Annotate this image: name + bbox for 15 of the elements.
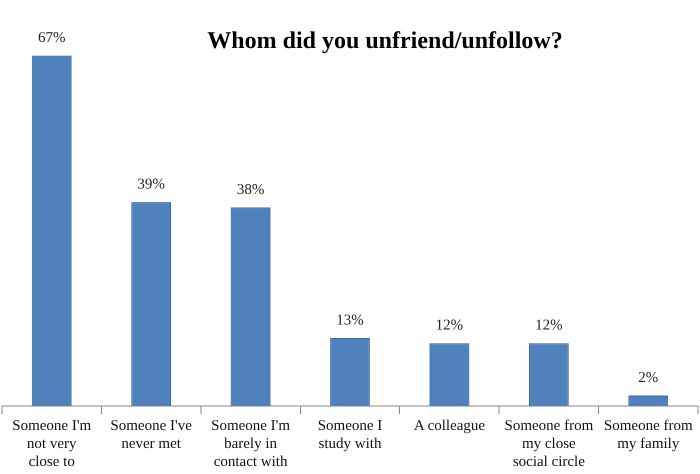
- x-tick-label: Someone I've never met: [110, 418, 192, 452]
- x-tick-label: A colleague: [414, 418, 486, 434]
- x-tick-label: Someone from my family: [604, 418, 693, 452]
- x-tick-label: Someone I study with: [318, 418, 382, 452]
- data-label: 67%: [38, 30, 66, 46]
- x-tick-label: Someone from my close social circle: [504, 418, 594, 470]
- data-label: 38%: [236, 182, 264, 198]
- data-label: 12%: [436, 318, 464, 334]
- chart-title: Whom did you unfriend/unfollow?: [207, 28, 563, 54]
- x-tick-label: Someone I'm barely in contact with: [211, 418, 290, 470]
- data-label: 2%: [638, 370, 658, 386]
- data-label: 12%: [535, 318, 563, 334]
- data-label: 39%: [137, 176, 165, 193]
- x-tick-label: Someone I'm not very close to: [12, 418, 92, 470]
- data-label: 13%: [336, 312, 364, 328]
